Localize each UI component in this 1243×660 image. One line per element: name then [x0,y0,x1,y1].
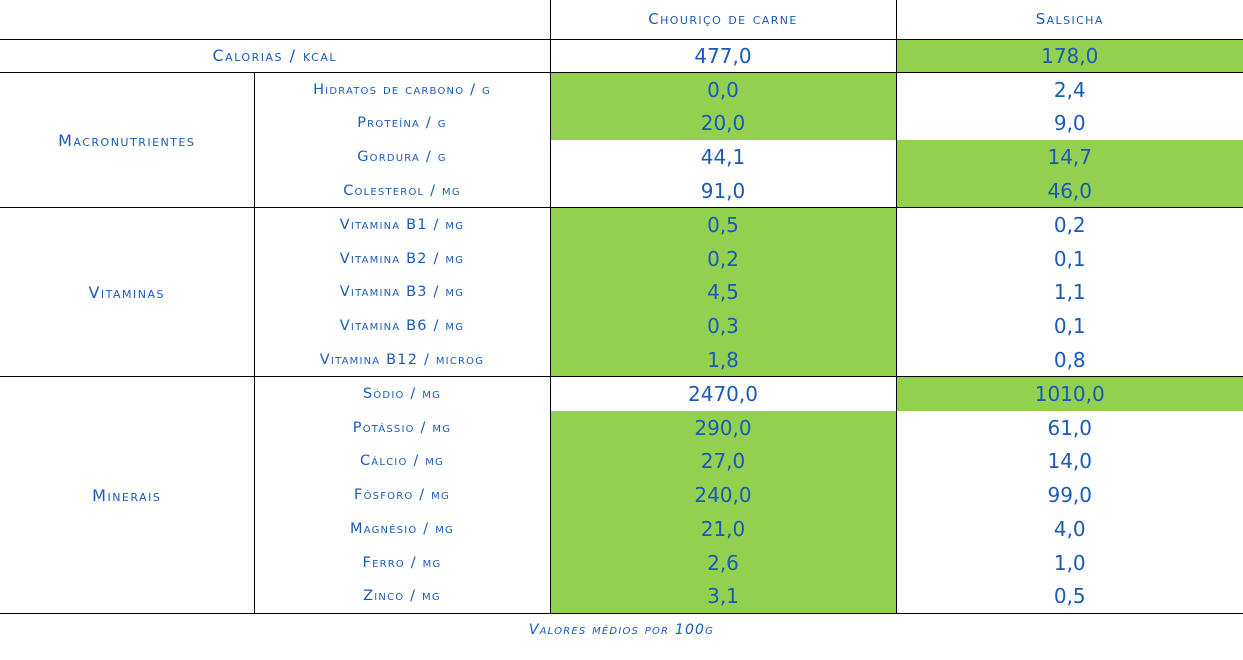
table-row: Fósforo / mg 240,0 99,0 [0,478,1243,513]
table-row: Proteína / g 20,0 9,0 [0,106,1243,141]
row-label: Cálcio / mg [253,444,550,479]
value-cell: 178,0 [895,38,1243,73]
value-cell: 20,0 [549,106,896,141]
row-label: Calorias / kcal [0,38,550,73]
value-cell: 0,1 [895,309,1243,344]
value-cell: 1,8 [549,343,896,377]
table-row: Vitamina B12 / microg 1,8 0,8 [0,343,1243,377]
group-label-vitaminas: Vitaminas [0,207,254,377]
value-cell: 0,2 [895,207,1243,242]
row-label: Gordura / g [253,140,550,175]
value-cell: 240,0 [549,478,896,513]
row-label: Ferro / mg [253,545,550,580]
value-cell: 27,0 [549,444,896,479]
row-label: Vitamina B12 / microg [253,343,550,377]
value-cell: 4,0 [895,512,1243,546]
table-row: Vitamina B2 / mg 0,2 0,1 [0,241,1243,276]
table-row: Magnésio / mg 21,0 4,0 [0,512,1243,546]
table-row: Vitaminas Vitamina B1 / mg 0,5 0,2 [0,207,1243,377]
column-header-salsicha: Salsicha [895,0,1243,39]
table-row: Potássio / mg 290,0 61,0 [0,410,1243,445]
value-cell: 0,2 [549,241,896,276]
table-row: Vitamina B6 / mg 0,3 0,1 [0,309,1243,344]
table-row: Ferro / mg 2,6 1,0 [0,545,1243,580]
row-label: Fósforo / mg [253,478,550,513]
value-cell: 0,0 [549,72,896,107]
table-row: Minerais Sódio / mg 2470,0 1010,0 [0,376,1243,615]
value-cell: 477,0 [549,38,896,73]
value-cell: 9,0 [895,106,1243,141]
value-cell: 14,7 [895,140,1243,175]
group-label-macronutrientes: Macronutrientes [0,72,254,208]
value-cell: 4,5 [549,275,896,310]
group-label-minerais: Minerais [0,376,254,615]
value-cell: 0,5 [549,207,896,242]
table-row-calorias: Calorias / kcal 477,0 178,0 [0,38,1243,73]
row-label: Vitamina B6 / mg [253,309,550,344]
table-row: Zinco / mg 3,1 0,5 [0,579,1243,615]
row-label: Hidratos de carbono / g [253,72,550,107]
value-cell: 3,1 [549,579,896,615]
value-cell: 0,5 [895,579,1243,615]
column-header-chourico: Chouriço de carne [549,0,896,39]
value-cell: 21,0 [549,512,896,546]
table-row: Vitamina B3 / mg 4,5 1,1 [0,275,1243,310]
value-cell: 91,0 [549,174,896,208]
row-label: Magnésio / mg [253,512,550,546]
value-cell: 1,1 [895,275,1243,310]
row-label: Vitamina B2 / mg [253,241,550,276]
value-cell: 0,8 [895,343,1243,377]
table-row: Colesterol / mg 91,0 46,0 [0,174,1243,208]
value-cell: 14,0 [895,444,1243,479]
table-row: Macronutrientes Hidratos de carbono / g … [0,72,1243,208]
row-label: Zinco / mg [253,579,550,615]
value-cell: 1010,0 [895,376,1243,411]
value-cell: 0,3 [549,309,896,344]
row-label: Proteína / g [253,106,550,141]
header-row: Chouriço de carne Salsicha [0,0,1243,39]
footnote: Valores médios por 100g [528,622,715,638]
value-cell: 2,6 [549,545,896,580]
table-row: Gordura / g 44,1 14,7 [0,140,1243,175]
value-cell: 46,0 [895,174,1243,208]
nutrition-comparison-table: Chouriço de carne Salsicha Calorias / kc… [0,0,1243,615]
value-cell: 1,0 [895,545,1243,580]
value-cell: 2470,0 [549,376,896,411]
value-cell: 61,0 [895,410,1243,445]
row-label: Vitamina B1 / mg [253,207,550,242]
value-cell: 290,0 [549,410,896,445]
row-label: Potássio / mg [253,410,550,445]
row-label: Colesterol / mg [253,174,550,208]
value-cell: 0,1 [895,241,1243,276]
row-label: Vitamina B3 / mg [253,275,550,310]
table-row: Cálcio / mg 27,0 14,0 [0,444,1243,479]
row-label: Sódio / mg [253,376,550,411]
value-cell: 2,4 [895,72,1243,107]
value-cell: 99,0 [895,478,1243,513]
value-cell: 44,1 [549,140,896,175]
